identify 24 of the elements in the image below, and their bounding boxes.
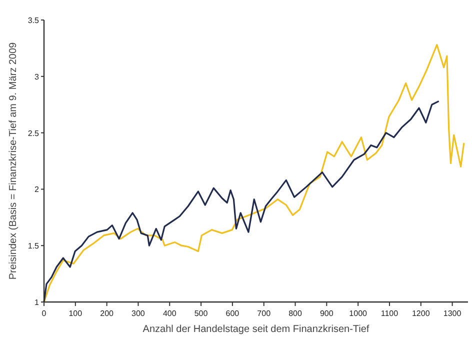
x-tick-label: 1200 [412,309,430,318]
y-tick-label: 1.5 [28,242,40,251]
x-tick-label: 200 [100,309,114,318]
y-tick-label: 2.5 [28,128,40,138]
y-tick-label: 3 [34,72,40,82]
x-axis-title: Anzahl der Handelstage seit dem Finanzkrisen-Tief [142,324,370,335]
y-tick-label: 1 [34,298,40,307]
x-tick-label: 300 [132,309,146,318]
x-tick-label: 0 [42,309,47,318]
x-tick-label: 1300 [443,309,462,318]
x-tick-label: 400 [162,309,177,318]
y-axis-title: Preisindex (Basis = Finanzkrise-Tief am 9. März 2009 [8,42,19,280]
x-tick-label: 1100 [380,309,399,318]
x-tick-label: 700 [257,309,272,318]
y-tick-label: 2 [34,185,40,194]
line-series [43,100,440,303]
x-tick-label: 500 [194,309,208,318]
x-tick-label: 100 [68,309,83,318]
x-tick-label: 800 [288,309,302,318]
x-tick-label: 1000 [349,309,368,318]
x-tick-label: 600 [226,309,240,318]
line-series [43,44,465,303]
y-tick-label: 3.5 [28,16,40,25]
x-tick-label: 900 [320,309,334,318]
